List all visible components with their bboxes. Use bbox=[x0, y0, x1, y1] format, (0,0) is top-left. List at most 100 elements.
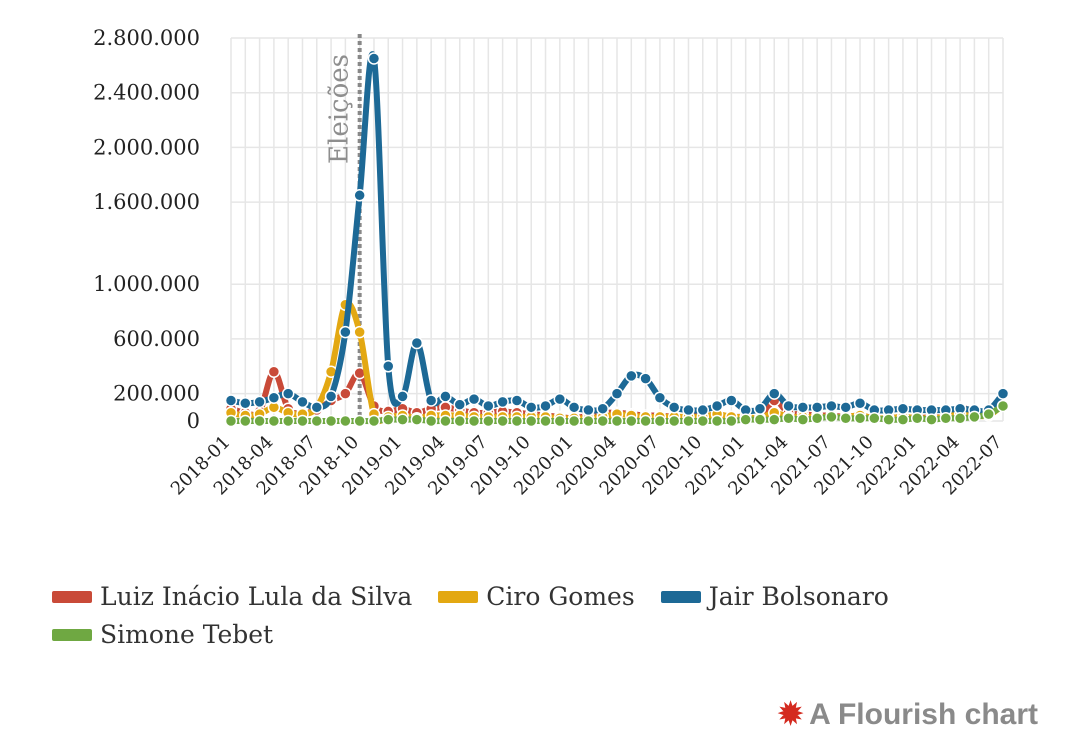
legend-item[interactable]: Ciro Gomes bbox=[438, 580, 635, 614]
data-point[interactable] bbox=[610, 414, 624, 428]
data-point[interactable] bbox=[725, 414, 738, 428]
data-point[interactable] bbox=[667, 401, 681, 414]
data-point[interactable] bbox=[868, 412, 881, 425]
data-point[interactable] bbox=[567, 414, 581, 428]
data-point[interactable] bbox=[753, 413, 767, 426]
data-point[interactable] bbox=[467, 392, 481, 406]
data-point[interactable] bbox=[482, 399, 495, 413]
data-point[interactable] bbox=[882, 413, 895, 426]
data-point[interactable] bbox=[625, 414, 638, 428]
data-point[interactable] bbox=[367, 414, 381, 428]
data-point[interactable] bbox=[939, 412, 953, 425]
data-point[interactable] bbox=[639, 372, 652, 385]
data-point[interactable] bbox=[582, 403, 595, 417]
data-point[interactable] bbox=[482, 414, 495, 428]
data-point[interactable] bbox=[725, 394, 738, 407]
data-point[interactable] bbox=[696, 414, 710, 428]
data-point[interactable] bbox=[810, 412, 824, 425]
data-point[interactable] bbox=[610, 387, 624, 400]
data-point[interactable] bbox=[467, 414, 481, 428]
data-point[interactable] bbox=[367, 52, 381, 65]
data-point[interactable] bbox=[239, 396, 252, 410]
data-point[interactable] bbox=[853, 396, 867, 410]
data-point[interactable] bbox=[439, 390, 452, 403]
data-point[interactable] bbox=[253, 395, 266, 409]
data-point[interactable] bbox=[267, 391, 281, 404]
data-point[interactable] bbox=[768, 413, 781, 426]
data-point[interactable] bbox=[553, 392, 567, 406]
data-point[interactable] bbox=[667, 414, 681, 428]
data-point[interactable] bbox=[439, 414, 452, 428]
data-point[interactable] bbox=[810, 401, 824, 414]
data-point[interactable] bbox=[582, 414, 595, 428]
data-point[interactable] bbox=[424, 394, 438, 407]
data-point[interactable] bbox=[896, 402, 910, 415]
data-point[interactable] bbox=[639, 414, 652, 428]
data-point[interactable] bbox=[410, 336, 424, 350]
data-point[interactable] bbox=[496, 414, 509, 428]
data-point[interactable] bbox=[353, 325, 366, 339]
data-point[interactable] bbox=[510, 394, 524, 407]
data-point[interactable] bbox=[853, 412, 867, 425]
data-point[interactable] bbox=[739, 413, 752, 426]
legend-item[interactable]: Jair Bolsonaro bbox=[660, 580, 889, 614]
data-point[interactable] bbox=[839, 412, 852, 425]
data-point[interactable] bbox=[825, 399, 838, 413]
data-point[interactable] bbox=[653, 391, 667, 404]
data-point[interactable] bbox=[281, 414, 295, 428]
data-point[interactable] bbox=[753, 402, 767, 415]
data-point[interactable] bbox=[524, 414, 538, 428]
data-point[interactable] bbox=[339, 414, 352, 428]
data-point[interactable] bbox=[453, 398, 466, 411]
data-point[interactable] bbox=[353, 414, 366, 428]
data-point[interactable] bbox=[353, 189, 366, 202]
data-point[interactable] bbox=[396, 413, 409, 426]
legend-item[interactable]: Simone Tebet bbox=[52, 618, 273, 652]
data-point[interactable] bbox=[696, 403, 710, 417]
data-point[interactable] bbox=[982, 407, 995, 421]
data-point[interactable] bbox=[796, 413, 810, 426]
data-point[interactable] bbox=[596, 402, 609, 415]
data-point[interactable] bbox=[410, 413, 424, 426]
flourish-credit[interactable]: ✹ A Flourish chart bbox=[778, 697, 1038, 732]
data-point[interactable] bbox=[682, 414, 695, 428]
data-point[interactable] bbox=[825, 410, 838, 424]
data-point[interactable] bbox=[324, 414, 338, 428]
data-point[interactable] bbox=[839, 401, 852, 414]
data-point[interactable] bbox=[653, 414, 667, 428]
data-point[interactable] bbox=[925, 413, 938, 426]
data-point[interactable] bbox=[796, 401, 810, 414]
legend-item[interactable]: Luiz Inácio Lula da Silva bbox=[52, 580, 412, 614]
data-point[interactable] bbox=[339, 387, 352, 400]
data-point[interactable] bbox=[453, 414, 466, 428]
data-point[interactable] bbox=[224, 394, 238, 407]
data-point[interactable] bbox=[253, 414, 266, 428]
data-point[interactable] bbox=[339, 325, 352, 339]
data-point[interactable] bbox=[296, 414, 309, 428]
data-point[interactable] bbox=[510, 414, 524, 428]
data-point[interactable] bbox=[496, 395, 509, 409]
data-point[interactable] bbox=[782, 412, 795, 425]
data-point[interactable] bbox=[968, 410, 981, 424]
data-point[interactable] bbox=[782, 399, 795, 413]
data-point[interactable] bbox=[625, 369, 638, 383]
data-point[interactable] bbox=[382, 413, 395, 426]
data-point[interactable] bbox=[910, 412, 924, 425]
data-point[interactable] bbox=[553, 414, 567, 428]
data-point[interactable] bbox=[296, 395, 309, 409]
data-point[interactable] bbox=[267, 414, 281, 428]
data-point[interactable] bbox=[996, 399, 1010, 413]
data-point[interactable] bbox=[539, 414, 552, 428]
data-point[interactable] bbox=[596, 414, 609, 428]
data-point[interactable] bbox=[310, 401, 324, 414]
data-point[interactable] bbox=[396, 390, 409, 403]
data-point[interactable] bbox=[567, 401, 581, 414]
data-point[interactable] bbox=[996, 387, 1010, 400]
data-point[interactable] bbox=[224, 414, 238, 428]
data-point[interactable] bbox=[424, 414, 438, 428]
data-point[interactable] bbox=[524, 401, 538, 414]
data-point[interactable] bbox=[953, 412, 967, 425]
data-point[interactable] bbox=[896, 413, 910, 426]
data-point[interactable] bbox=[239, 414, 252, 428]
data-point[interactable] bbox=[768, 387, 781, 400]
